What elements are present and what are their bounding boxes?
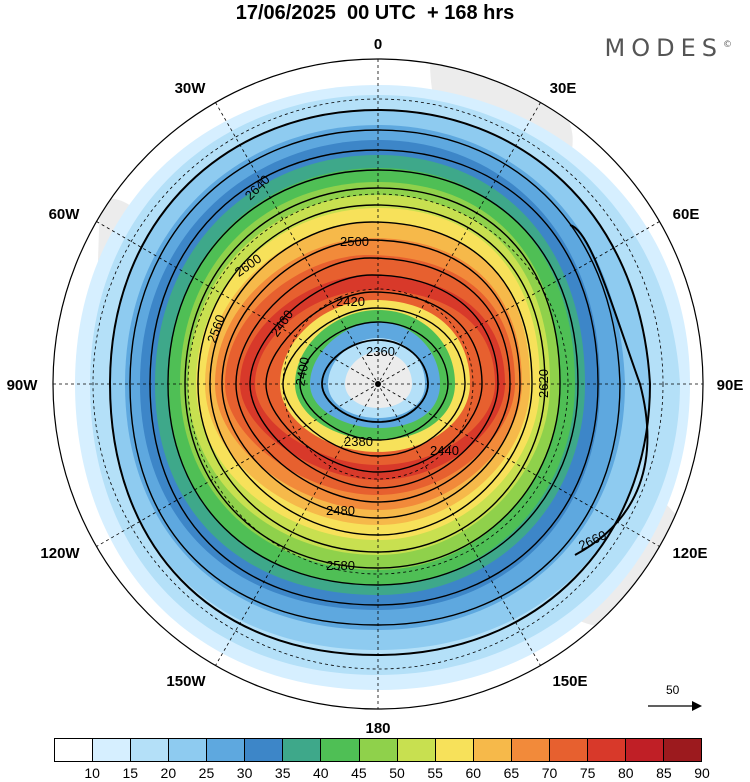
contour-label-2440: 2440 (430, 443, 459, 458)
map-boundary (52, 58, 704, 710)
colorbar-swatch (245, 739, 284, 761)
contour-label-2480: 2480 (326, 503, 355, 518)
colorbar-tick-label: 25 (198, 765, 215, 781)
colorbar-swatch (131, 739, 170, 761)
colorbar-tick-label: 10 (84, 765, 100, 781)
colorbar-swatch (55, 739, 94, 761)
reference-vector-arrow (648, 701, 702, 711)
lon-label-150e: 150E (552, 673, 587, 690)
colorbar-tick-label: 35 (274, 765, 291, 781)
colorbar-swatch (397, 739, 436, 761)
colorbar-swatch (511, 739, 550, 761)
colorbar-swatch (435, 739, 474, 761)
graticule (53, 59, 703, 709)
contour-label-2580: 2580 (326, 558, 355, 573)
lon-label-90w: 90W (7, 377, 39, 394)
polar-stereographic-map: 0 30E 60E 90E 120E 150E 180 150W 120W 90… (7, 36, 744, 735)
colorbar (54, 738, 702, 762)
colorbar-swatch (93, 739, 132, 761)
lon-label-180: 180 (365, 720, 390, 735)
map-title: 17/06/2025 00 UTC + 168 hrs (235, 2, 515, 24)
colorbar-swatch (664, 739, 702, 761)
colorbar-tick-label: 65 (503, 765, 520, 781)
colorbar-swatch (473, 739, 512, 761)
contour-label-2360: 2360 (366, 344, 395, 359)
colorbar-swatch (359, 739, 398, 761)
lon-label-60e: 60E (673, 206, 700, 223)
lon-label-0: 0 (374, 36, 382, 53)
colorbar-swatch (625, 739, 664, 761)
colorbar-swatch (587, 739, 626, 761)
colorbar-tick-label: 45 (351, 765, 367, 781)
lon-label-90e: 90E (717, 377, 744, 394)
colorbar-swatch (169, 739, 208, 761)
contour-label-2620: 2620 (536, 369, 551, 398)
colorbar-swatch (321, 739, 360, 761)
colorbar-tick-label: 60 (465, 765, 482, 781)
colorbar-swatch (207, 739, 246, 761)
lon-label-120w: 120W (40, 545, 80, 562)
colorbar-tick-label: 50 (389, 765, 405, 781)
modes-logo: MODES© (604, 34, 732, 62)
contour-label-2380: 2380 (344, 434, 373, 449)
colorbar-tick-label: 30 (236, 765, 253, 781)
colorbar-swatch (283, 739, 322, 761)
colorbar-tick-label: 40 (313, 765, 329, 781)
lon-label-150w: 150W (166, 673, 206, 690)
lon-label-30w: 30W (175, 80, 207, 97)
colorbar-tick-label: 80 (617, 765, 634, 781)
contour-label-2400: 2400 (292, 356, 312, 387)
colorbar-tick-label: 75 (579, 765, 596, 781)
south-pole-marker (375, 381, 381, 387)
colorbar-tick-label: 70 (541, 765, 558, 781)
colorbar-tick-label: 85 (656, 765, 672, 781)
reference-vector-label: 50 (666, 683, 680, 697)
colorbar-tick-label: 55 (427, 765, 443, 781)
colorbar-tick-label: 90 (694, 765, 710, 781)
lon-label-30e: 30E (550, 80, 577, 97)
contour-label-2420: 2420 (336, 294, 365, 309)
lon-label-120e: 120E (672, 545, 707, 562)
lon-label-60w: 60W (49, 206, 81, 223)
colorbar-tick-label: 20 (160, 765, 177, 781)
colorbar-tick-label: 15 (122, 765, 139, 781)
colorbar-swatch (549, 739, 588, 761)
contour-label-2500: 2500 (340, 234, 369, 249)
